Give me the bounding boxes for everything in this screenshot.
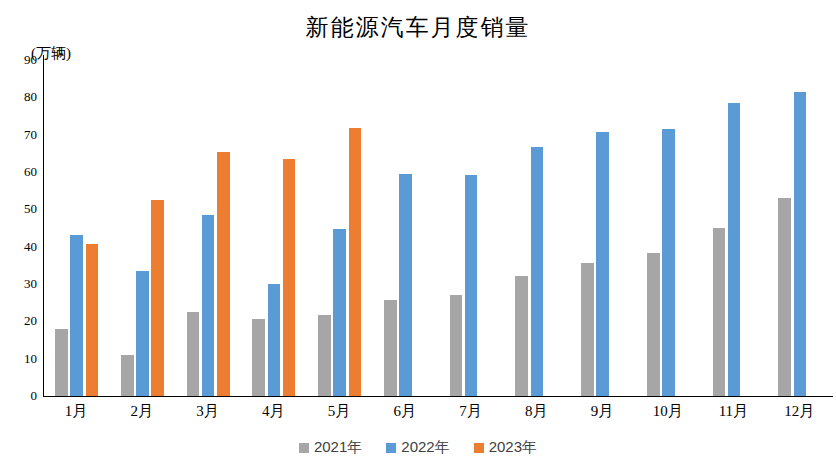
bar-2021年-10月 [647,253,660,396]
legend-swatch-2021 [299,443,309,453]
bar-2021年-7月 [450,295,463,396]
x-axis-tick-label: 9月 [569,402,635,421]
x-axis-tick-label: 8月 [503,402,569,421]
legend-swatch-2023 [474,443,484,453]
x-axis-tick-label: 10月 [635,402,701,421]
legend-swatch-2022 [386,443,396,453]
y-axis-tick-label: 60 [0,164,37,180]
bar-2022年-9月 [596,132,609,396]
bar-2021年-9月 [581,263,594,396]
y-axis-tick-label: 20 [0,313,37,329]
bar-2022年-2月 [136,271,149,396]
legend-label-2022: 2022年 [401,438,449,457]
bar-2023年-4月 [283,159,296,396]
bar-2023年-5月 [349,128,362,396]
y-axis-tick-label: 90 [0,52,37,68]
bar-2023年-3月 [217,152,230,396]
legend-label-2021: 2021年 [314,438,362,457]
bar-2023年-2月 [151,200,164,396]
bar-2022年-10月 [662,129,675,396]
chart-title: 新能源汽车月度销量 [0,12,836,43]
bar-2021年-12月 [778,198,791,396]
bar-2022年-8月 [531,147,544,396]
legend-label-2023: 2023年 [489,438,537,457]
x-axis-tick-label: 1月 [43,402,109,421]
bar-2021年-11月 [713,228,726,396]
y-axis-tick-label: 70 [0,127,37,143]
x-axis-tick-label: 4月 [240,402,306,421]
bar-2021年-5月 [318,315,331,396]
bar-2022年-1月 [70,235,83,396]
x-axis-tick-label: 11月 [701,402,767,421]
bar-2021年-6月 [384,300,397,396]
x-axis-tick-label: 5月 [306,402,372,421]
bar-2023年-1月 [86,244,99,396]
bar-2021年-1月 [55,329,68,396]
y-axis-tick-label: 80 [0,89,37,105]
x-axis-tick-label: 3月 [175,402,241,421]
bar-2022年-12月 [794,92,807,396]
legend-item-2022: 2022年 [386,438,449,457]
x-axis-tick-label: 2月 [109,402,175,421]
chart-container: 新能源汽车月度销量 (万辆) 0102030405060708090 1月2月3… [0,0,836,465]
bar-2021年-2月 [121,355,134,396]
legend-item-2023: 2023年 [474,438,537,457]
bar-2022年-6月 [399,174,412,397]
bar-2021年-8月 [515,276,528,396]
y-axis-tick-label: 10 [0,351,37,367]
plot-area [43,55,833,397]
bar-2022年-7月 [465,175,478,396]
bar-2021年-3月 [187,312,200,396]
x-axis-tick-label: 12月 [766,402,832,421]
x-axis-tick-label: 6月 [372,402,438,421]
legend-item-2021: 2021年 [299,438,362,457]
bar-2021年-4月 [252,319,265,396]
bar-2022年-11月 [728,103,741,396]
y-axis-tick-label: 50 [0,201,37,217]
x-axis-tick-label: 7月 [438,402,504,421]
y-axis-tick-label: 40 [0,239,37,255]
bar-2022年-5月 [333,229,346,396]
bar-2022年-3月 [202,215,215,396]
y-axis-tick-label: 30 [0,276,37,292]
legend: 2021年 2022年 2023年 [0,438,836,457]
bar-2022年-4月 [268,284,281,396]
y-axis-tick-label: 0 [0,388,37,404]
